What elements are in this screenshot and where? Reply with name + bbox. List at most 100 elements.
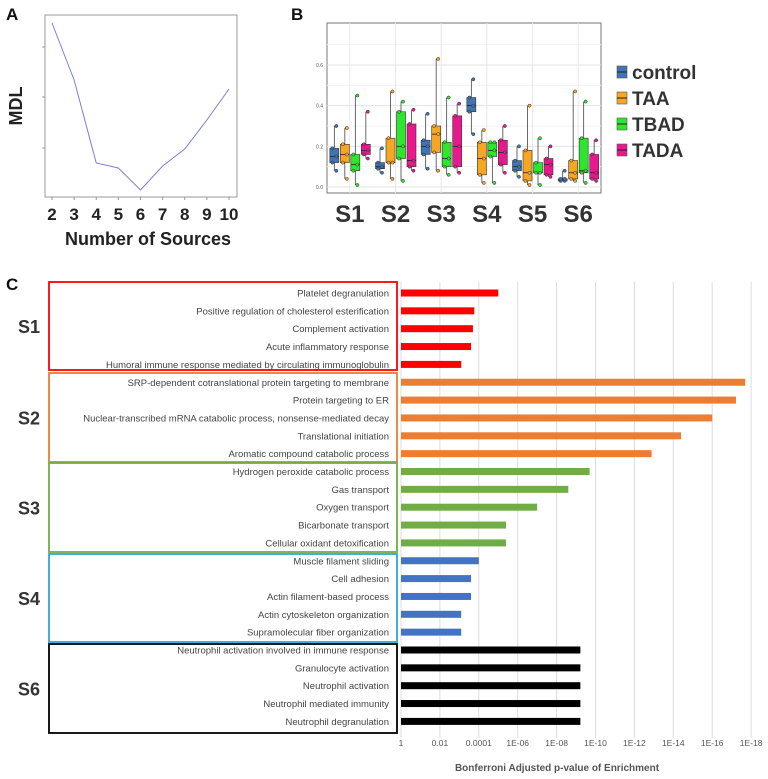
data-point [538,183,542,187]
bar-s4 [401,610,462,618]
box-control-s1 [329,148,340,163]
data-point [436,168,441,173]
legend-label: control [632,63,696,84]
data-point [534,170,538,175]
data-point [544,156,549,161]
term-label: Neutrophil degranulation [285,717,389,728]
box-taa-s3 [431,125,441,153]
data-point [334,154,339,159]
data-point [351,152,356,157]
box-tada-s1 [361,144,371,155]
box-control-s5 [512,160,522,172]
bar-s6 [401,664,581,672]
bar-s1 [401,343,472,351]
data-point [344,177,349,181]
bar-s4 [401,557,479,565]
term-label: SRP-dependent cotranslational protein ta… [128,378,389,389]
data-point [401,144,405,149]
data-point [432,150,437,155]
data-point [548,162,553,167]
data-point [492,148,497,153]
data-point [488,154,493,159]
data-point [340,160,345,165]
data-point [590,177,595,181]
bar-s4 [401,628,462,636]
data-point [340,142,345,147]
bar-s3 [401,503,538,511]
data-point [453,113,458,118]
data-point [523,148,528,153]
x-tick-label: 10 [220,205,239,224]
bar-s6 [401,700,581,708]
box-tada-s3 [452,115,462,167]
data-point [380,146,384,151]
data-point [569,177,574,181]
bar-s2 [401,378,746,386]
box-control-s3 [420,139,431,155]
data-point [590,152,595,157]
data-point [457,144,462,149]
term-label: Positive regulation of cholesterol ester… [196,306,389,317]
data-point [365,148,370,153]
group-box-s4 [48,553,398,643]
data-point [579,136,584,141]
x-tick-label: 9 [202,205,211,224]
data-point [538,136,542,141]
box-taa-s1 [340,144,350,163]
term-label: Neutrophil mediated immunity [263,699,389,710]
data-point [376,166,380,171]
data-point [330,146,335,151]
group-label: S2 [18,409,40,429]
term-label: Complement activation [292,324,389,335]
data-point [397,109,401,114]
panel-label-a: A [6,5,18,24]
legend-label: TBAD [632,115,685,136]
x-tick-label: 1 [399,738,404,748]
data-point [407,164,412,169]
data-point [390,160,395,165]
category-label: S6 [563,201,592,228]
data-point [446,95,451,100]
box-tada-s2 [406,123,417,167]
bar-s6 [401,646,581,654]
data-point [457,101,462,106]
data-point [594,170,599,175]
data-point [390,177,395,181]
data-point [397,156,401,161]
term-label: Neutrophil activation [303,681,389,692]
data-point [425,166,430,171]
data-point [446,172,451,177]
data-point [481,128,486,132]
group-box-s3 [48,462,398,553]
term-label: Gas transport [331,485,389,496]
term-label: Translational initiation [297,431,389,442]
y-tick-label: 0.6 [316,63,323,69]
bar-s6 [401,717,581,725]
data-point [361,142,366,147]
data-point [425,111,430,116]
term-label: Aromatic compound catabolic process [228,449,389,460]
box-control-s2 [375,162,385,170]
data-point [477,140,482,145]
box-tbad-s1 [350,154,361,172]
data-point [442,140,447,145]
data-point [513,158,517,163]
term-label: Acute inflammatory response [266,342,389,353]
data-point [351,168,356,173]
data-point [481,156,486,161]
plot-frame [44,14,238,198]
data-point [386,160,391,165]
data-point [498,138,503,143]
data-point [583,99,588,104]
panel-c-bar-chart: 1 0.01 0.0001 1E-06 1E-08 1E-10 1E-12 1E-14 1E-1… [18,281,763,774]
data-point [502,170,507,175]
term-label: Neutrophil activation involved in immune… [177,646,389,657]
data-point [513,168,517,173]
bar-s4 [401,575,472,583]
mdl-line [51,22,230,191]
data-point [502,150,507,155]
bar-s6 [401,682,581,690]
data-point [573,89,578,94]
x-tick-label: 1E-14 [662,738,685,748]
y-axis-title: MDL [6,87,26,126]
